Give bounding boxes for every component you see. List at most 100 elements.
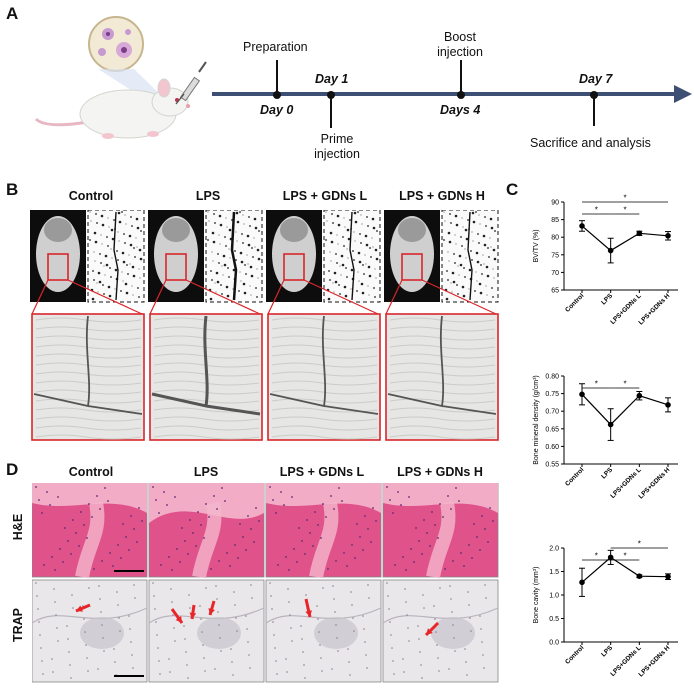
y-tick-label: 85 — [551, 217, 559, 224]
suture-trace — [269, 315, 379, 415]
panel-label-a: A — [6, 4, 19, 23]
data-point — [636, 230, 643, 237]
data-point — [665, 573, 671, 580]
col-head-b-gdns-l: LPS + GDNs L — [282, 189, 368, 203]
panel-label-d: D — [6, 460, 19, 479]
y-axis-label: Bone mineral density (g/cm³) — [533, 375, 540, 464]
label-prime-injection: Prime injection — [307, 132, 367, 162]
series-line — [581, 225, 669, 252]
y-tick-label: 70 — [551, 270, 559, 277]
y-tick-label: 2.0 — [549, 546, 559, 553]
boost-line1: Boost — [444, 30, 476, 44]
dot-day1 — [327, 91, 335, 99]
suture-line — [230, 211, 238, 301]
tick-day4 — [460, 60, 462, 94]
col-head-d-control: Control — [68, 465, 114, 479]
data-point — [579, 223, 585, 229]
suture-inset — [323, 210, 381, 303]
y-tick-label: 80 — [551, 235, 559, 242]
label-day1: Day 1 — [315, 72, 349, 86]
prime-line2: injection — [314, 147, 360, 161]
zoom-box — [401, 253, 423, 281]
x-tick-label: Control — [564, 466, 585, 487]
data-point — [607, 247, 614, 254]
cell-dish-icon — [88, 16, 144, 72]
arrow-icon — [208, 600, 216, 616]
label-sacrifice: Sacrifice and analysis — [530, 136, 651, 150]
timeline-arrow — [212, 85, 692, 103]
x-tick-label: LPS — [600, 466, 614, 480]
data-point — [579, 579, 585, 586]
syringe-icon — [175, 61, 207, 105]
label-boost-injection: Boost injection — [430, 30, 490, 60]
suture-line — [349, 211, 355, 301]
panel-label-c: C — [506, 180, 519, 199]
row-head-he: H&E — [11, 513, 25, 541]
y-tick-label: 90 — [551, 200, 559, 207]
col-head-b-control: Control — [68, 189, 114, 203]
panel-label-b: B — [6, 180, 19, 199]
tick-day1 — [330, 94, 332, 128]
y-tick-label: 0.70 — [545, 409, 559, 416]
y-tick-label: 75 — [551, 252, 559, 259]
y-tick-label: 0.75 — [545, 391, 559, 398]
significance-label: * — [623, 206, 626, 215]
chart-bone-cavity: 0.0 0.5 1.0 1.5 2.0 Bone cavity (mm³) Control L… — [533, 540, 678, 678]
tick-day0 — [276, 60, 278, 94]
histology-column-1 — [148, 483, 265, 683]
boost-line2: injection — [437, 45, 483, 59]
significance-label: * — [638, 540, 641, 549]
histology-column-3 — [382, 483, 499, 683]
col-head-d-gdns-l: LPS + GDNs L — [279, 465, 365, 479]
skull-column-1 — [148, 210, 263, 441]
col-head-b-lps: LPS — [195, 189, 221, 203]
suture-trace — [387, 315, 497, 415]
skull-column-2 — [266, 210, 381, 441]
suture-inset — [87, 210, 145, 303]
data-point — [665, 232, 671, 239]
y-tick-label: 1.0 — [549, 593, 559, 600]
tick-day7 — [593, 94, 595, 126]
x-tick-label: Control — [564, 644, 585, 665]
suture-trace — [33, 315, 143, 415]
row-head-trap: TRAP — [11, 607, 25, 643]
zoom-box — [283, 253, 305, 281]
data-point — [607, 421, 614, 428]
dot-day0 — [273, 91, 281, 99]
col-head-b-gdns-h: LPS + GDNs H — [399, 189, 485, 203]
significance-label: * — [623, 194, 626, 203]
suture-trace — [151, 315, 261, 416]
y-tick-label: 0.5 — [549, 616, 559, 623]
significance-label: * — [595, 380, 598, 389]
arrow-icon — [304, 598, 312, 618]
histology-column-0 — [32, 483, 148, 683]
label-days4: Days 4 — [440, 103, 481, 117]
suture-line — [113, 211, 119, 301]
arrow-icon — [189, 604, 197, 620]
mouse-icon — [34, 16, 207, 139]
chart-bmd: 0.55 0.60 0.65 0.70 0.75 0.80 Bone mineral den… — [533, 374, 678, 500]
histology-column-2 — [265, 483, 382, 683]
y-tick-label: 0.60 — [545, 444, 559, 451]
significance-label: * — [623, 552, 626, 561]
zoom-box — [47, 253, 69, 281]
y-tick-label: 0.55 — [545, 462, 559, 469]
data-point — [636, 573, 643, 579]
y-axis-label: Bone cavity (mm³) — [533, 567, 540, 624]
y-tick-label: 65 — [551, 288, 559, 295]
suture-inset — [441, 210, 499, 303]
y-tick-label: 0.80 — [545, 374, 559, 381]
label-day0: Day 0 — [260, 103, 294, 117]
data-point — [636, 392, 643, 399]
x-tick-label: LPS — [600, 292, 614, 306]
prime-line1: Prime — [320, 132, 354, 146]
micro-ct-skull-grid — [30, 210, 499, 441]
data-point — [665, 402, 671, 408]
dot-day4 — [457, 91, 465, 99]
data-point — [607, 554, 614, 561]
y-tick-label: 1.5 — [549, 569, 559, 576]
arrow-icon — [424, 621, 440, 637]
arrow-icon — [75, 603, 91, 613]
histology-grid — [32, 483, 499, 683]
